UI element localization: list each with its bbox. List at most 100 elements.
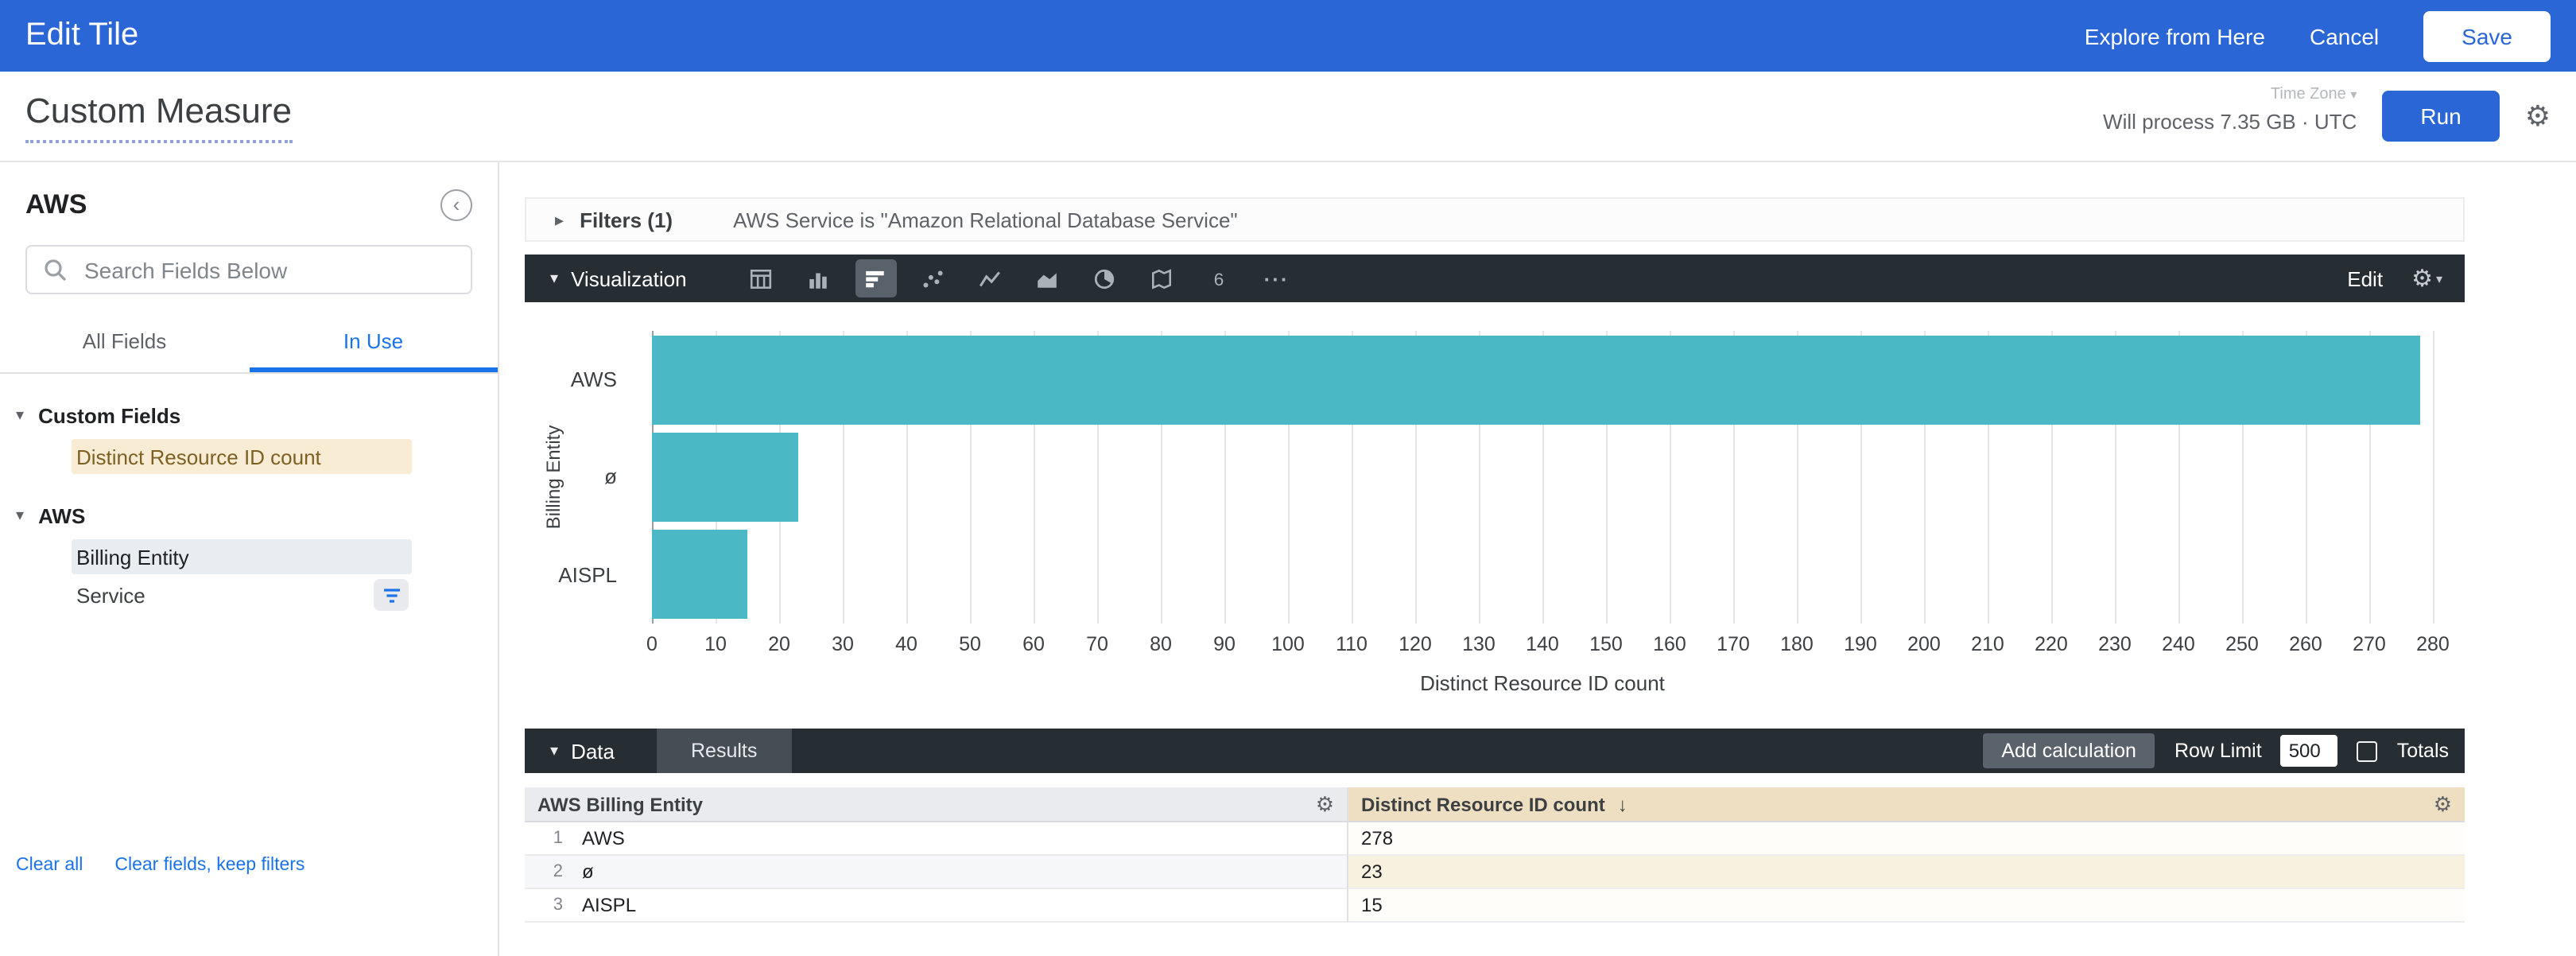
gridline bbox=[1670, 331, 1671, 624]
edit-visualization-button[interactable]: Edit bbox=[2347, 266, 2384, 290]
gridline bbox=[2306, 331, 2307, 624]
time-zone-dropdown[interactable]: Time Zone ▾ bbox=[2270, 86, 2357, 103]
filters-label: Filters (1) bbox=[580, 208, 673, 231]
gridline bbox=[2178, 331, 2180, 624]
column-header-distinct-resource-id-count[interactable]: Distinct Resource ID count ↓ ⚙ bbox=[1348, 787, 2465, 822]
gridline bbox=[843, 331, 844, 624]
section-aws: ▾ AWS bbox=[0, 501, 498, 530]
x-tick-label: 140 bbox=[1526, 633, 1559, 655]
line-chart-icon[interactable] bbox=[970, 259, 1011, 297]
gridline bbox=[1352, 331, 1353, 624]
chevron-down-icon: ▾ bbox=[2350, 87, 2357, 102]
x-tick-label: 30 bbox=[832, 633, 854, 655]
data-bar: ▾ Data Results Add calculation Row Limit… bbox=[525, 729, 2465, 773]
x-tick-label: 210 bbox=[1971, 633, 2004, 655]
section-caret-icon[interactable]: ▾ bbox=[16, 406, 25, 424]
clear-all-link[interactable]: Clear all bbox=[16, 856, 83, 875]
bar-aws[interactable] bbox=[652, 335, 2420, 425]
run-button[interactable]: Run bbox=[2382, 91, 2500, 142]
more-icon[interactable]: ··· bbox=[1263, 266, 1290, 290]
cell-distinct-count[interactable]: 23 bbox=[1348, 856, 2465, 889]
x-tick-label: 220 bbox=[2035, 633, 2068, 655]
field-service[interactable]: Service bbox=[72, 577, 412, 612]
y-axis-category-labels: AWS ø AISPL bbox=[525, 331, 636, 624]
sort-desc-icon: ↓ bbox=[1617, 793, 1627, 815]
column-chart-icon[interactable] bbox=[798, 259, 840, 297]
save-button[interactable]: Save bbox=[2423, 10, 2551, 61]
bar-item[interactable] bbox=[652, 433, 798, 522]
x-tick-label: 110 bbox=[1336, 633, 1368, 655]
row-limit-input[interactable] bbox=[2280, 735, 2338, 767]
map-icon[interactable] bbox=[1142, 259, 1183, 297]
section-custom-fields: ▾ Custom Fields bbox=[0, 401, 498, 429]
data-controls: Add calculation Row Limit Totals bbox=[1982, 733, 2449, 768]
x-tick-label: 40 bbox=[895, 633, 918, 655]
x-tick-label: 120 bbox=[1399, 633, 1432, 655]
expand-filters-caret-icon[interactable]: ▸ bbox=[555, 211, 564, 230]
results-tab[interactable]: Results bbox=[656, 729, 793, 773]
explore-main: ▸ Filters (1) AWS Service is "Amazon Rel… bbox=[499, 162, 2576, 956]
add-calculation-button[interactable]: Add calculation bbox=[1982, 733, 2155, 768]
explore-from-here-button[interactable]: Explore from Here bbox=[2084, 23, 2265, 49]
x-tick-label: 230 bbox=[2098, 633, 2132, 655]
clear-fields-keep-filters-link[interactable]: Clear fields, keep filters bbox=[114, 856, 305, 875]
scatter-icon[interactable] bbox=[913, 259, 954, 297]
column-settings-gear-icon[interactable]: ⚙ bbox=[1315, 791, 1334, 815]
pie-chart-icon[interactable] bbox=[1084, 259, 1126, 297]
table-icon[interactable] bbox=[741, 259, 782, 297]
settings-gear-icon[interactable]: ⚙ bbox=[2524, 99, 2551, 131]
sidebar-links: Clear all Clear fields, keep filters bbox=[16, 856, 305, 875]
filters-bar[interactable]: ▸ Filters (1) AWS Service is "Amazon Rel… bbox=[525, 197, 2465, 242]
results-table: AWS Billing Entity ⚙ Distinct Resource ID … bbox=[525, 787, 2465, 923]
visualization-settings-gear-icon[interactable]: ⚙ ▾ bbox=[2411, 266, 2442, 293]
tab-in-use[interactable]: In Use bbox=[249, 317, 498, 372]
filter-icon[interactable] bbox=[374, 579, 409, 611]
x-tick-label: 90 bbox=[1213, 633, 1236, 655]
gridline bbox=[1161, 331, 1162, 624]
single-value-icon[interactable]: 6 bbox=[1199, 259, 1240, 297]
row-number: 2 bbox=[553, 862, 563, 881]
field-distinct-resource-id-count[interactable]: Distinct Resource ID count bbox=[72, 439, 412, 474]
collapse-data-caret-icon[interactable]: ▾ bbox=[550, 742, 559, 760]
body: AWS ‹ All Fields In Use ▾ Custom Fields Dis… bbox=[0, 162, 2576, 956]
x-tick-label: 50 bbox=[959, 633, 981, 655]
category-label: AISPL bbox=[558, 562, 617, 587]
chevron-down-icon: ▾ bbox=[2435, 271, 2442, 286]
collapse-sidebar-icon[interactable]: ‹ bbox=[440, 189, 472, 221]
column-header-aws-billing-entity[interactable]: AWS Billing Entity ⚙ bbox=[525, 787, 1348, 822]
filters-summary: AWS Service is "Amazon Relational Databa… bbox=[733, 208, 1238, 231]
search-input[interactable] bbox=[81, 255, 455, 284]
gridline bbox=[1860, 331, 1862, 624]
column-settings-gear-icon[interactable]: ⚙ bbox=[2433, 791, 2452, 815]
field-billing-entity[interactable]: Billing Entity bbox=[72, 539, 412, 574]
window-title: Edit Tile bbox=[25, 17, 139, 52]
tab-all-fields[interactable]: All Fields bbox=[82, 329, 167, 353]
bar-chart-icon[interactable] bbox=[855, 259, 897, 297]
sidebar-header: AWS ‹ bbox=[0, 181, 498, 229]
cell-distinct-count[interactable]: 15 bbox=[1348, 889, 2465, 923]
gridline bbox=[1288, 331, 1290, 624]
cancel-button[interactable]: Cancel bbox=[2309, 23, 2380, 49]
x-tick-label: 280 bbox=[2416, 633, 2450, 655]
gridline bbox=[970, 331, 972, 624]
section-caret-icon[interactable]: ▾ bbox=[16, 507, 25, 524]
section-label: Custom Fields bbox=[38, 403, 181, 427]
bar-aispl[interactable] bbox=[652, 530, 747, 620]
data-label: Data bbox=[571, 739, 615, 763]
gridline bbox=[1479, 331, 1480, 624]
x-tick-label: 150 bbox=[1589, 633, 1623, 655]
x-tick-label: 20 bbox=[768, 633, 790, 655]
cell-billing-entity[interactable]: 3 AISPL bbox=[525, 889, 1348, 923]
explore-title: AWS bbox=[25, 189, 87, 220]
gridline bbox=[2369, 331, 2371, 624]
totals-checkbox[interactable] bbox=[2357, 740, 2378, 761]
cell-billing-entity[interactable]: 1 AWS bbox=[525, 822, 1348, 856]
x-tick-label: 60 bbox=[1022, 633, 1045, 655]
cell-distinct-count[interactable]: 278 bbox=[1348, 822, 2465, 856]
area-chart-icon[interactable] bbox=[1027, 259, 1069, 297]
svg-text:6: 6 bbox=[1214, 269, 1224, 289]
gridline bbox=[2051, 331, 2053, 624]
collapse-visualization-caret-icon[interactable]: ▾ bbox=[550, 270, 559, 287]
